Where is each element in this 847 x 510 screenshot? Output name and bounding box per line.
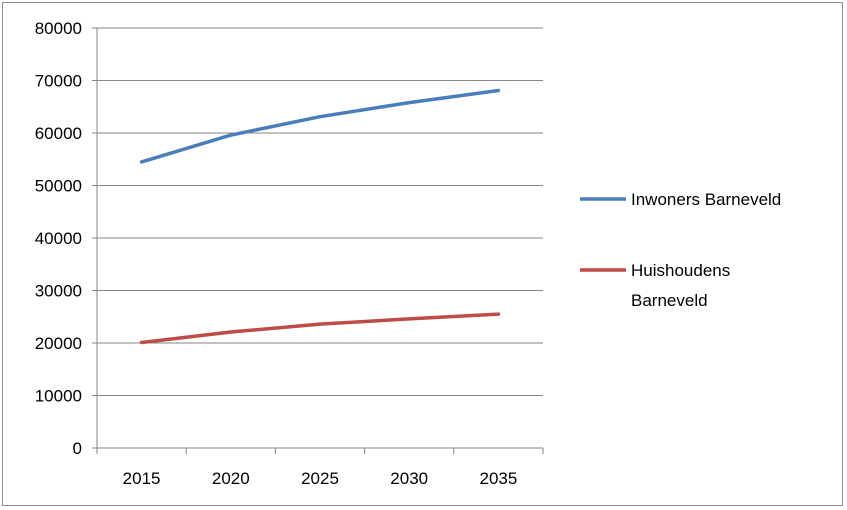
y-tick-label: 60000 [35, 124, 82, 143]
series-lines [139, 88, 501, 345]
series-line-2 [139, 312, 501, 345]
y-tick-label: 0 [73, 439, 82, 458]
legend-label-line: Inwoners Barneveld [631, 190, 781, 209]
y-tick-label: 50000 [35, 177, 82, 196]
legend-label-1: Inwoners Barneveld [631, 190, 781, 209]
x-tick-label: 2035 [479, 469, 517, 488]
y-tick-labels: 0 10000 20000 30000 40000 50000 60000 70000 8000… [35, 19, 82, 458]
x-tick-label: 2030 [390, 469, 428, 488]
x-tick-label: 2025 [301, 469, 339, 488]
y-tick-label: 30000 [35, 282, 82, 301]
legend-label-line: Barneveld [631, 291, 708, 310]
legend-label-line: Huishoudens [631, 261, 730, 280]
y-tick-label: 40000 [35, 229, 82, 248]
x-tick-label: 2020 [212, 469, 250, 488]
x-tick-labels: 2015 2020 2025 2030 2035 [123, 469, 518, 488]
legend: Inwoners Barneveld Huishoudens Barneveld [580, 190, 781, 310]
y-tick-label: 80000 [35, 19, 82, 38]
y-tick-label: 20000 [35, 334, 82, 353]
series-line-1 [139, 88, 501, 164]
legend-label-2: Huishoudens Barneveld [631, 261, 730, 310]
x-tick-label: 2015 [123, 469, 161, 488]
gridlines [97, 27, 543, 396]
y-tick-label: 10000 [35, 387, 82, 406]
axes [92, 27, 544, 454]
y-tick-label: 70000 [35, 72, 82, 91]
